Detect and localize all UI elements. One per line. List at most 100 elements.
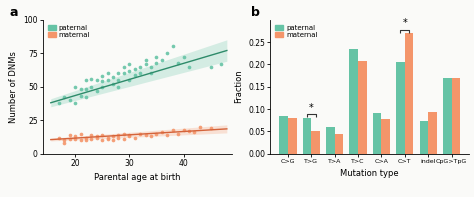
Y-axis label: Number of DNMs: Number of DNMs	[9, 51, 18, 123]
Point	[61, 139, 68, 142]
Point	[169, 45, 176, 48]
Point	[158, 58, 165, 61]
Point	[93, 135, 100, 138]
Point	[180, 56, 187, 59]
Point	[77, 132, 84, 135]
Point	[72, 135, 79, 138]
Point	[120, 137, 128, 140]
Point	[180, 128, 187, 131]
Point	[115, 78, 122, 82]
Bar	[279, 116, 288, 154]
Point	[104, 137, 111, 140]
Point	[142, 62, 149, 65]
Point	[72, 137, 79, 140]
Point	[169, 128, 176, 131]
Point	[115, 85, 122, 88]
Point	[126, 78, 133, 82]
Bar	[373, 113, 382, 154]
Point	[99, 85, 106, 88]
Point	[72, 101, 79, 104]
Point	[158, 131, 165, 134]
Bar	[302, 118, 311, 154]
Point	[109, 76, 117, 79]
Bar	[382, 119, 390, 154]
Point	[82, 96, 90, 99]
Point	[126, 135, 133, 138]
Point	[126, 62, 133, 65]
Point	[82, 88, 90, 91]
Text: b: b	[251, 6, 260, 19]
Point	[174, 132, 182, 135]
Point	[164, 133, 171, 137]
Bar	[349, 49, 358, 154]
Bar	[335, 135, 343, 154]
Point	[93, 89, 100, 92]
Point	[142, 133, 149, 137]
Point	[120, 132, 128, 135]
Text: *: *	[309, 103, 314, 112]
Point	[147, 65, 155, 68]
Point	[207, 127, 214, 130]
Bar	[326, 127, 335, 154]
Point	[147, 135, 155, 138]
Bar	[358, 61, 367, 154]
Point	[109, 139, 117, 142]
Point	[66, 133, 73, 137]
Bar	[428, 112, 437, 154]
Point	[82, 139, 90, 142]
Point	[99, 80, 106, 83]
Point	[153, 61, 160, 64]
X-axis label: Parental age at birth: Parental age at birth	[94, 173, 181, 182]
Bar	[405, 33, 413, 154]
Point	[104, 136, 111, 139]
Bar	[396, 62, 405, 154]
Point	[99, 74, 106, 78]
Point	[207, 65, 214, 68]
Point	[88, 85, 95, 88]
Point	[72, 85, 79, 88]
Point	[88, 77, 95, 80]
Point	[93, 78, 100, 82]
Bar	[311, 131, 320, 154]
Y-axis label: Fraction: Fraction	[234, 70, 243, 103]
Point	[99, 133, 106, 137]
Point	[115, 136, 122, 139]
Point	[137, 132, 144, 135]
Legend: paternal, maternal: paternal, maternal	[273, 23, 319, 39]
Point	[196, 125, 203, 128]
Point	[218, 62, 225, 65]
Point	[66, 137, 73, 140]
Point	[153, 132, 160, 135]
X-axis label: Mutation type: Mutation type	[340, 169, 399, 178]
Point	[153, 56, 160, 59]
Point	[174, 61, 182, 64]
Point	[66, 98, 73, 102]
Text: *: *	[402, 18, 407, 28]
Point	[131, 136, 138, 139]
Point	[61, 96, 68, 99]
Point	[137, 72, 144, 75]
Point	[77, 88, 84, 91]
Point	[147, 72, 155, 75]
Point	[120, 65, 128, 68]
Point	[61, 141, 68, 145]
Point	[185, 129, 193, 132]
Point	[126, 69, 133, 72]
Point	[131, 73, 138, 76]
Point	[88, 133, 95, 137]
Point	[77, 139, 84, 142]
Point	[99, 139, 106, 142]
Point	[93, 136, 100, 139]
Point	[131, 68, 138, 71]
Point	[115, 72, 122, 75]
Text: a: a	[9, 6, 18, 19]
Point	[77, 95, 84, 98]
Point	[82, 136, 90, 139]
Point	[191, 131, 198, 134]
Bar	[443, 78, 452, 154]
Legend: paternal, maternal: paternal, maternal	[46, 23, 91, 39]
Bar	[288, 118, 297, 154]
Point	[115, 133, 122, 137]
Point	[109, 82, 117, 85]
Point	[104, 72, 111, 75]
